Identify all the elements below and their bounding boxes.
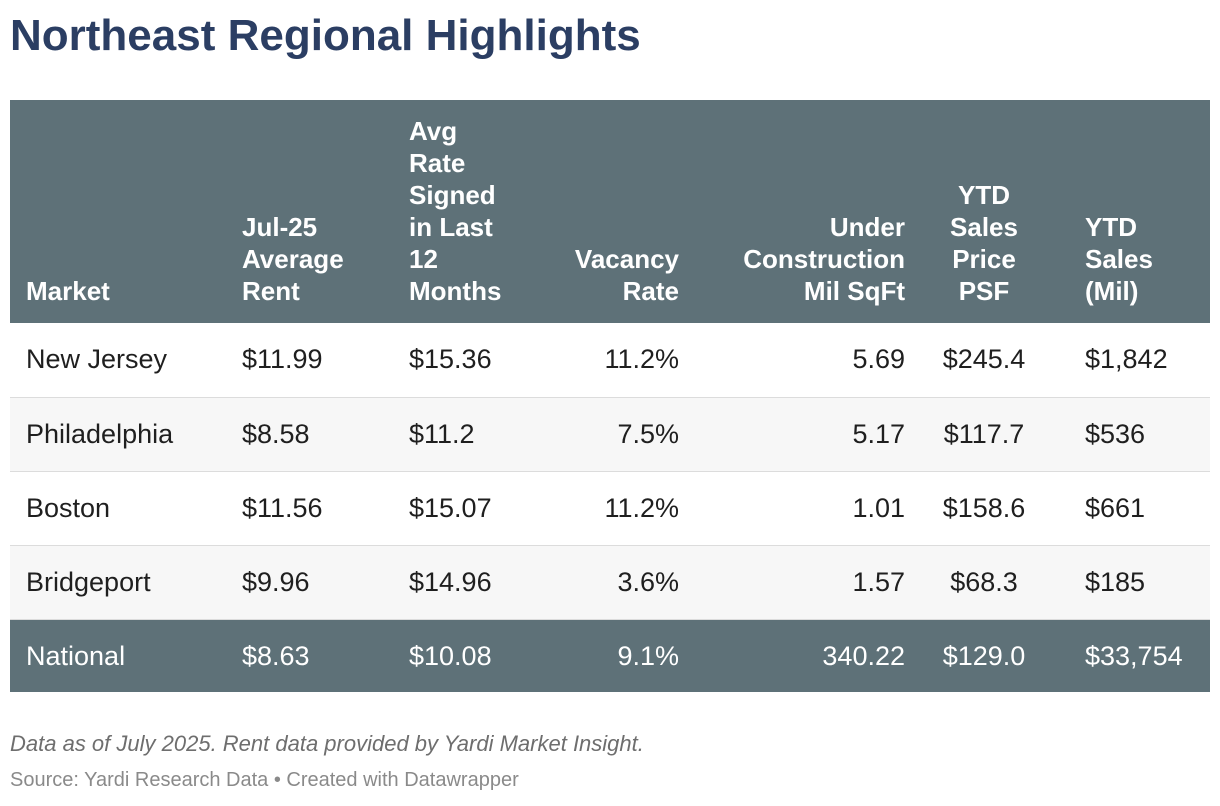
data-table-container: Market Jul-25 Average Rent Avg Rate Sign… bbox=[10, 100, 1210, 692]
table-row: Boston $11.56 $15.07 11.2% 1.01 $158.6 $… bbox=[10, 471, 1210, 545]
column-header-ytd-sales-price-psf[interactable]: YTD Sales Price PSF bbox=[950, 180, 1018, 306]
cell-ytd-sales-mil: $661 bbox=[1085, 492, 1146, 523]
cell-average-rent: $11.56 bbox=[242, 492, 323, 523]
cell-ytd-sales-mil: $536 bbox=[1085, 418, 1146, 449]
cell-vacancy-rate: 3.6% bbox=[617, 566, 679, 597]
cell-ytd-sales-price-psf: $129.0 bbox=[942, 640, 1026, 671]
cell-vacancy-rate: 9.1% bbox=[617, 640, 679, 671]
table-row: New Jersey $11.99 $15.36 11.2% 5.69 $245… bbox=[10, 323, 1210, 397]
column-header-ytd-sales-mil[interactable]: YTD Sales (Mil) bbox=[1085, 212, 1153, 306]
cell-ytd-sales-mil: $33,754 bbox=[1085, 640, 1183, 671]
cell-average-rent: $9.96 bbox=[242, 566, 310, 597]
cell-under-construction: 1.01 bbox=[852, 492, 905, 523]
cell-under-construction: 5.17 bbox=[852, 418, 905, 449]
column-header-vacancy-rate[interactable]: Vacancy Rate bbox=[574, 244, 679, 306]
column-header-average-rent[interactable]: Jul-25 Average Rent bbox=[242, 212, 344, 306]
cell-market: National bbox=[26, 640, 126, 671]
cell-vacancy-rate: 11.2% bbox=[604, 344, 679, 375]
cell-avg-rate-signed: $10.08 bbox=[409, 640, 492, 671]
cell-ytd-sales-price-psf: $68.3 bbox=[950, 566, 1018, 597]
cell-under-construction: 5.69 bbox=[852, 344, 905, 375]
cell-market: Boston bbox=[26, 492, 111, 523]
cell-under-construction: 1.57 bbox=[852, 566, 905, 597]
cell-market: Bridgeport bbox=[26, 566, 151, 597]
source-credit: Source: Yardi Research Data • Created wi… bbox=[10, 769, 519, 791]
cell-avg-rate-signed: $15.36 bbox=[409, 344, 492, 375]
data-table: Market Jul-25 Average Rent Avg Rate Sign… bbox=[10, 100, 1210, 692]
cell-average-rent: $11.99 bbox=[242, 344, 323, 375]
column-header-under-construction[interactable]: Under Construction Mil SqFt bbox=[743, 212, 905, 306]
cell-avg-rate-signed: $11.2 bbox=[409, 418, 475, 449]
cell-market: New Jersey bbox=[26, 344, 168, 375]
cell-avg-rate-signed: $14.96 bbox=[409, 566, 492, 597]
cell-ytd-sales-mil: $1,842 bbox=[1085, 344, 1168, 375]
cell-ytd-sales-price-psf: $158.6 bbox=[942, 492, 1026, 523]
column-header-market[interactable]: Market bbox=[26, 276, 110, 306]
table-row-national-total: National $8.63 $10.08 9.1% 340.22 $129.0… bbox=[10, 619, 1210, 692]
cell-vacancy-rate: 7.5% bbox=[617, 418, 679, 449]
table-row: Philadelphia $8.58 $11.2 7.5% 5.17 $117.… bbox=[10, 397, 1210, 471]
cell-avg-rate-signed: $15.07 bbox=[409, 492, 492, 523]
page-title: Northeast Regional Highlights bbox=[10, 11, 641, 60]
footnote: Data as of July 2025. Rent data provided… bbox=[10, 731, 644, 756]
table-row: Bridgeport $9.96 $14.96 3.6% 1.57 $68.3 … bbox=[10, 545, 1210, 619]
table-header-row: Market Jul-25 Average Rent Avg Rate Sign… bbox=[10, 100, 1210, 323]
cell-average-rent: $8.58 bbox=[242, 418, 310, 449]
cell-vacancy-rate: 11.2% bbox=[604, 492, 679, 523]
column-header-avg-rate-signed[interactable]: Avg Rate Signed in Last 12 Months bbox=[409, 116, 502, 306]
cell-ytd-sales-price-psf: $117.7 bbox=[943, 418, 1025, 449]
cell-ytd-sales-price-psf: $245.4 bbox=[942, 344, 1026, 375]
cell-under-construction: 340.22 bbox=[822, 640, 905, 671]
cell-ytd-sales-mil: $185 bbox=[1085, 566, 1146, 597]
cell-market: Philadelphia bbox=[26, 418, 174, 449]
cell-average-rent: $8.63 bbox=[242, 640, 310, 671]
